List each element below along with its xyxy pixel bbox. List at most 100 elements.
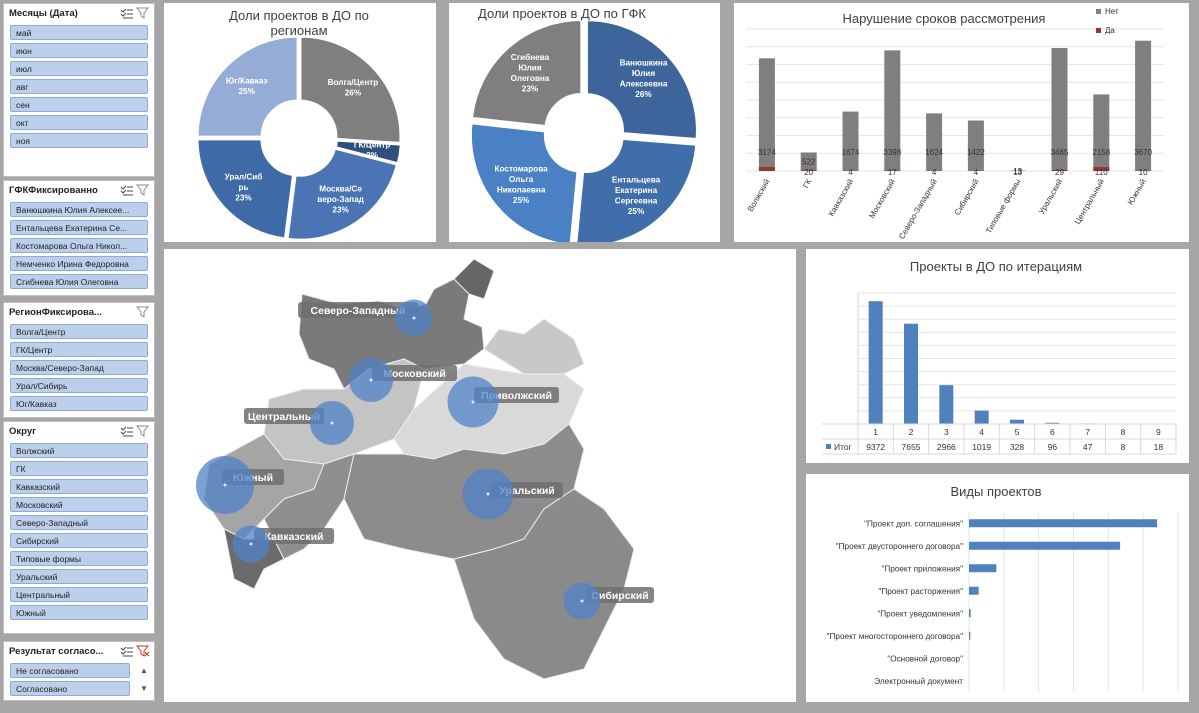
bar[interactable] [974, 410, 989, 424]
slicer-item-not-approved[interactable]: Не согласовано [10, 663, 130, 678]
bar[interactable] [939, 385, 954, 424]
pie-slice[interactable] [286, 147, 399, 241]
data-label: 7655 [902, 442, 921, 452]
slicer-header: РегионФиксирова... [4, 303, 154, 321]
bar[interactable] [1045, 422, 1060, 424]
slicer-title: Результат согласо... [9, 645, 104, 657]
bar-da[interactable] [1093, 167, 1110, 171]
bar[interactable] [969, 586, 979, 595]
map-bubble-center [412, 316, 416, 320]
slicer-item-volga-center[interactable]: Волга/Центр [10, 324, 148, 339]
clear-filter-icon[interactable] [135, 305, 151, 319]
slicer-item-jul[interactable]: июл [10, 61, 148, 76]
map-label: Центральный [248, 411, 320, 423]
slicer-item-approved[interactable]: Согласовано [10, 681, 130, 696]
slicer-item-sgibneva[interactable]: Сгибнева Юлия Олеговна [10, 274, 148, 289]
pie-slice[interactable] [469, 122, 579, 247]
slicer-item-moskovsky[interactable]: Московский [10, 497, 148, 512]
slicer-item-severo-zapadny[interactable]: Северо-Западный [10, 515, 148, 530]
multi-select-icon[interactable] [119, 424, 135, 438]
bar-da[interactable] [1051, 169, 1068, 171]
clear-filter-icon[interactable] [135, 6, 151, 20]
slicer-item-uralsky[interactable]: Уральский [10, 569, 148, 584]
slice-label: Юг/Кавказ [226, 76, 268, 85]
bar[interactable] [969, 541, 1121, 550]
okrug-items: Волжский ГК Кавказский Московский Северо… [4, 443, 154, 624]
bar-da[interactable] [884, 170, 901, 171]
bar[interactable] [969, 609, 971, 618]
slicer-item-yuzhny[interactable]: Южный [10, 605, 148, 620]
slice-label: 3% [366, 151, 379, 160]
category-label: "Проект приложения" [881, 564, 963, 573]
slicer-item-kostomarova[interactable]: Костомарова Ольга Никол... [10, 238, 148, 253]
pie-slice[interactable] [196, 35, 299, 138]
map-bubble-center [580, 599, 584, 603]
bar[interactable] [969, 564, 997, 573]
slicer-item-nov[interactable]: ноя [10, 133, 148, 148]
bar-net[interactable] [967, 120, 984, 171]
bar-net[interactable] [800, 152, 817, 171]
bar-net[interactable] [884, 50, 901, 171]
slicer-item-gk[interactable]: ГК [10, 461, 148, 476]
slicer-item-jun[interactable]: июн [10, 43, 148, 58]
category-label: "Проект двустороннего договора" [836, 542, 963, 551]
bar-net[interactable] [1135, 40, 1152, 172]
pie-slice[interactable] [334, 139, 402, 165]
pie-slice[interactable] [470, 19, 583, 128]
slicer-item-kavkazsky[interactable]: Кавказский [10, 479, 148, 494]
slicer-item-volzhsky[interactable]: Волжский [10, 443, 148, 458]
slicer-item-south-caucasus[interactable]: Юг/Кавказ [10, 396, 148, 411]
slicer-item-aug[interactable]: авг [10, 79, 148, 94]
bar[interactable] [868, 301, 883, 424]
bar[interactable] [904, 323, 918, 424]
slice-label: Николаевна [497, 185, 546, 194]
slicer-item-nemchenko[interactable]: Немченко Ирина Федоровна [10, 256, 148, 271]
slicer-item-gk-center[interactable]: ГК/Центр [10, 342, 148, 357]
months-slicer: Месяцы (Дата) май июн июл авг сен окт но… [3, 3, 155, 177]
pie-slice[interactable] [196, 138, 295, 240]
slicer-item-tsentralny[interactable]: Центральный [10, 587, 148, 602]
scroll-up-button[interactable]: ▲ [140, 666, 148, 675]
bar-net[interactable] [758, 58, 775, 172]
slicer-item-oct[interactable]: окт [10, 115, 148, 130]
slicer-item-sep[interactable]: сен [10, 97, 148, 112]
bar-da[interactable] [800, 170, 817, 171]
bar-net[interactable] [926, 113, 943, 171]
scroll-down-button[interactable]: ▼ [140, 684, 148, 693]
slicer-item-vanyushkina[interactable]: Ванюшкина Юлия Алексее... [10, 202, 148, 217]
bar[interactable] [969, 519, 1158, 528]
bar-net[interactable] [842, 111, 859, 171]
multi-select-icon[interactable] [119, 183, 135, 197]
slicer-item-sibirsky[interactable]: Сибирский [10, 533, 148, 548]
category-label: 4 [979, 427, 984, 437]
pie-slice[interactable] [299, 35, 402, 144]
map-label-bg [298, 302, 418, 318]
slicer-item-moscow-nw[interactable]: Москва/Северо-Запад [10, 360, 148, 375]
data-label: 13 [1013, 168, 1022, 177]
bar[interactable] [1010, 419, 1024, 424]
slicer-item-may[interactable]: май [10, 25, 148, 40]
bar-net[interactable] [1093, 94, 1110, 171]
multi-select-icon[interactable] [119, 644, 135, 658]
pie-slice[interactable] [585, 19, 698, 141]
slice-label: Юлия [632, 69, 655, 78]
data-label: 29 [1055, 168, 1064, 177]
slicer-item-tipovye[interactable]: Типовые формы [10, 551, 148, 566]
clear-filter-icon[interactable] [135, 183, 151, 197]
bar[interactable] [969, 631, 971, 640]
slice-label: Екатерина [615, 186, 658, 195]
slicer-title: Месяцы (Дата) [9, 7, 78, 19]
category-label: "Проект доп. соглашения" [864, 519, 963, 528]
data-label: 13 [1013, 167, 1022, 176]
clear-filter-icon[interactable] [135, 644, 151, 658]
bar-net[interactable] [1051, 47, 1068, 171]
multi-select-icon[interactable] [119, 6, 135, 20]
bar-da[interactable] [758, 167, 775, 171]
map-bubble-center [369, 378, 373, 382]
category-label: Уральский [1037, 178, 1064, 216]
slicer-item-entaltseva[interactable]: Ентальцева Екатерина Се... [10, 220, 148, 235]
category-label: 6 [1050, 427, 1055, 437]
slicer-item-ural-siberia[interactable]: Урал/Сибирь [10, 378, 148, 393]
category-label: 1 [873, 427, 878, 437]
clear-filter-icon[interactable] [135, 424, 151, 438]
